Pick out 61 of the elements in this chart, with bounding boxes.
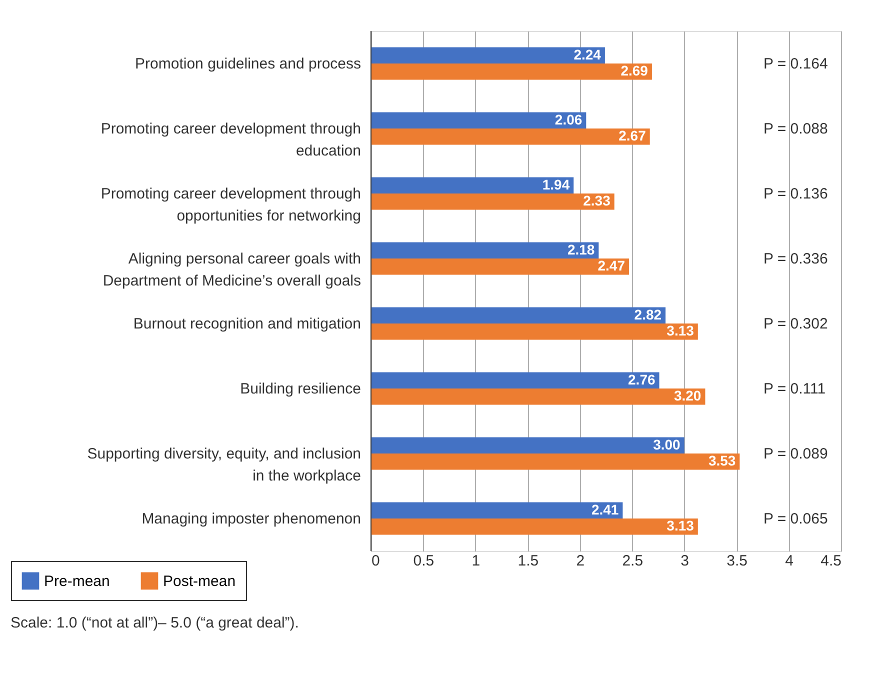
y-tick-label: Supporting diversity, equity, and inclusion in the workplace [87,446,361,484]
legend-label: Post-mean [163,572,236,590]
data-label: 3.00 [653,436,681,452]
data-label: 3.20 [674,388,702,404]
bar [371,128,650,145]
y-tick-label: Building resilience [240,380,361,398]
x-tick-label: 4.5 [820,552,842,570]
bar [371,388,706,405]
data-label: 1.94 [542,176,570,192]
data-label: 2.47 [598,258,626,274]
bar [371,47,605,64]
y-tick-label: Aligning personal career goals with Department of Medicine’s overall goals [102,250,361,290]
text: Scale: 1.0 (“not at all”)– 5.0 (“a great deal”). [10,614,299,632]
y-tick-label: Promoting career development through opportunities for networking [100,186,361,224]
annotation: P = 0.136 [763,186,828,202]
x-tick-label: 2 [576,552,585,570]
data-label: 2.18 [567,241,595,258]
annotation: P = 0.088 [763,120,828,138]
y-tick-label: Managing imposter phenomenon [142,510,361,528]
annotation: P = 0.089 [763,446,828,462]
bar [371,177,574,194]
data-label: 2.69 [620,62,648,79]
annotation: P = 0.111 [763,380,826,398]
annotation: P = 0.065 [763,510,828,528]
bar [371,194,614,210]
x-tick-label: 4 [785,552,794,570]
bar [371,437,684,454]
data-label: 2.41 [591,501,619,518]
bar [371,454,740,470]
data-label: 3.13 [666,518,694,534]
legend-label: Pre-mean [44,572,110,590]
bar [371,64,652,80]
y-tick-label: Promoting career development through education [100,120,361,160]
y-tick-label: Burnout recognition and mitigation [133,316,361,332]
x-tick-label: 0.5 [413,552,434,570]
x-tick-label: 3 [680,552,690,570]
data-label: 2.67 [618,128,646,144]
annotation: P = 0.336 [763,250,828,268]
x-tick-label: 3.5 [726,552,748,570]
bar [371,242,599,258]
x-tick-label: 1.5 [518,552,539,570]
annotation: P = 0.164 [763,56,828,72]
x-tick-label: 2.5 [622,552,644,570]
data-label: 2.06 [554,111,582,128]
data-label: 3.53 [708,452,736,469]
x-tick-label: 1 [472,552,480,570]
y-tick-label: Promotion guidelines and process [135,56,361,72]
annotation: P = 0.302 [763,316,828,332]
bar [371,112,586,128]
data-label: 3.13 [666,322,694,339]
x-tick-label: 0 [372,552,380,570]
data-label: 2.76 [628,371,656,388]
bar [371,502,623,518]
data-label: 2.24 [574,46,602,62]
bar [371,324,698,340]
bar [371,307,666,324]
bar [371,518,698,535]
data-label: 2.33 [583,192,611,209]
data-label: 2.82 [634,306,662,322]
bar [371,258,629,275]
bar [371,372,660,388]
